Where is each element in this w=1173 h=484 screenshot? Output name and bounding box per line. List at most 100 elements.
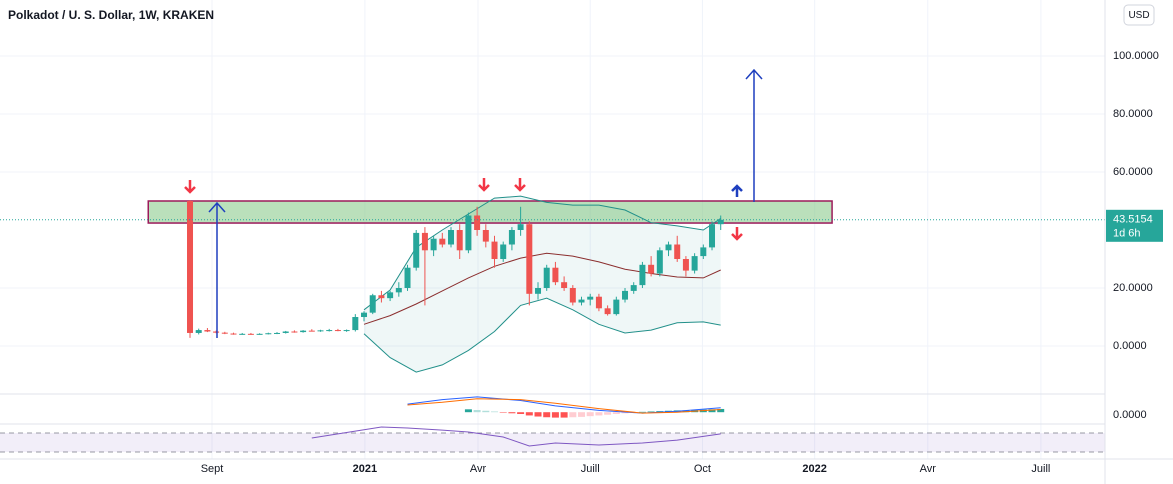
histogram-bar xyxy=(464,409,472,413)
candle-body xyxy=(526,224,533,294)
histogram-bar xyxy=(604,412,612,415)
candle-body xyxy=(274,332,281,334)
candle-body xyxy=(474,215,481,230)
candle-body xyxy=(543,267,550,289)
candle-body xyxy=(221,332,228,334)
rsi-band xyxy=(0,432,1105,453)
histogram-bar xyxy=(612,412,620,414)
candle-body xyxy=(230,333,237,335)
currency-label[interactable]: USD xyxy=(1128,10,1149,21)
down-arrow xyxy=(731,227,743,241)
up-arrow xyxy=(731,184,743,197)
histogram-bar xyxy=(586,412,594,417)
histogram-bar xyxy=(578,412,586,417)
x-tick-label: Juill xyxy=(1031,463,1050,475)
candle-body xyxy=(430,238,437,251)
candle-body xyxy=(465,215,472,251)
rsi-line xyxy=(311,426,721,447)
down-arrow xyxy=(514,178,526,192)
candle-body xyxy=(387,292,394,299)
candle-body xyxy=(395,288,402,293)
candle-body xyxy=(630,285,637,291)
countdown-label: 1d 6h xyxy=(1113,228,1141,240)
histogram-bar xyxy=(491,411,499,413)
axes: Sept 2021 Avr Juill Oct 2022 Avr Juill 0.0000 20.… xyxy=(201,50,1163,475)
candle-body xyxy=(682,259,689,271)
candle-body xyxy=(256,333,263,335)
candle-body xyxy=(369,295,376,313)
candle-body xyxy=(500,244,507,260)
price-pane xyxy=(0,195,1105,373)
candle-body xyxy=(656,250,663,274)
histogram-bar xyxy=(656,411,664,413)
histogram-bar xyxy=(543,412,551,418)
candle-body xyxy=(604,308,611,315)
y-tick-label: 0.0000 xyxy=(1113,340,1147,352)
histogram-bar xyxy=(525,412,533,416)
currency-button[interactable] xyxy=(1123,4,1155,26)
target-arrow xyxy=(745,68,763,202)
down-arrow xyxy=(478,178,490,192)
candle-body xyxy=(413,232,420,268)
candle-body xyxy=(187,200,194,333)
candle-body xyxy=(239,333,246,335)
histogram-bar xyxy=(560,412,568,418)
histogram-bar xyxy=(595,412,603,416)
candle-body xyxy=(691,256,698,271)
histogram-bar xyxy=(647,411,655,413)
target-arrow xyxy=(208,201,226,338)
candle-body xyxy=(700,247,707,257)
x-tick-label: 2022 xyxy=(802,463,826,475)
x-tick-label: Oct xyxy=(694,463,711,475)
histogram-bar xyxy=(708,409,716,413)
histogram-bar xyxy=(569,412,577,418)
candle-body xyxy=(308,330,315,332)
candle-body xyxy=(421,232,428,251)
chart-title: Polkadot / U. S. Dollar, 1W, KRAKEN xyxy=(8,8,214,22)
histogram-bar xyxy=(717,408,725,413)
candle-body xyxy=(717,219,724,225)
histogram-bar xyxy=(482,410,490,413)
macd-pane xyxy=(407,396,725,418)
candle-body xyxy=(291,331,298,333)
drawings xyxy=(184,68,763,338)
y-tick-label: 80.0000 xyxy=(1113,108,1153,120)
candle-body xyxy=(317,330,324,332)
candle-body xyxy=(648,264,655,274)
rsi-pane xyxy=(0,426,1105,453)
x-tick-label: 2021 xyxy=(353,463,377,475)
candle-body xyxy=(709,224,716,248)
candle-body xyxy=(561,282,568,289)
signal-line xyxy=(407,398,721,414)
candle-body xyxy=(195,330,202,333)
candle-body xyxy=(595,296,602,309)
candle-body xyxy=(326,330,333,332)
y-tick-label: 60.0000 xyxy=(1113,166,1153,178)
y-tick-label: 100.0000 xyxy=(1113,50,1159,62)
last-price-tag xyxy=(1106,209,1163,242)
candle-body xyxy=(622,290,629,300)
candle-body xyxy=(213,331,220,333)
histogram-bar xyxy=(508,412,516,414)
candle-body xyxy=(404,267,411,289)
x-tick-label: Sept xyxy=(201,463,224,475)
band-lower xyxy=(363,297,721,373)
macd-line xyxy=(407,396,721,414)
candle-body xyxy=(482,229,489,242)
candle-body xyxy=(508,229,515,245)
candle-body xyxy=(665,244,672,251)
candle-body xyxy=(439,238,446,245)
candle-body xyxy=(569,288,576,303)
candle-body xyxy=(535,288,542,294)
histogram-bar xyxy=(517,412,525,414)
candle-body xyxy=(674,244,681,260)
histogram-bar xyxy=(534,412,542,417)
candle-body xyxy=(378,295,385,299)
candle-body xyxy=(352,317,359,331)
candle-body xyxy=(343,330,350,332)
candle-body xyxy=(448,229,455,245)
histogram-bar xyxy=(551,412,559,418)
candle-body xyxy=(491,241,498,260)
